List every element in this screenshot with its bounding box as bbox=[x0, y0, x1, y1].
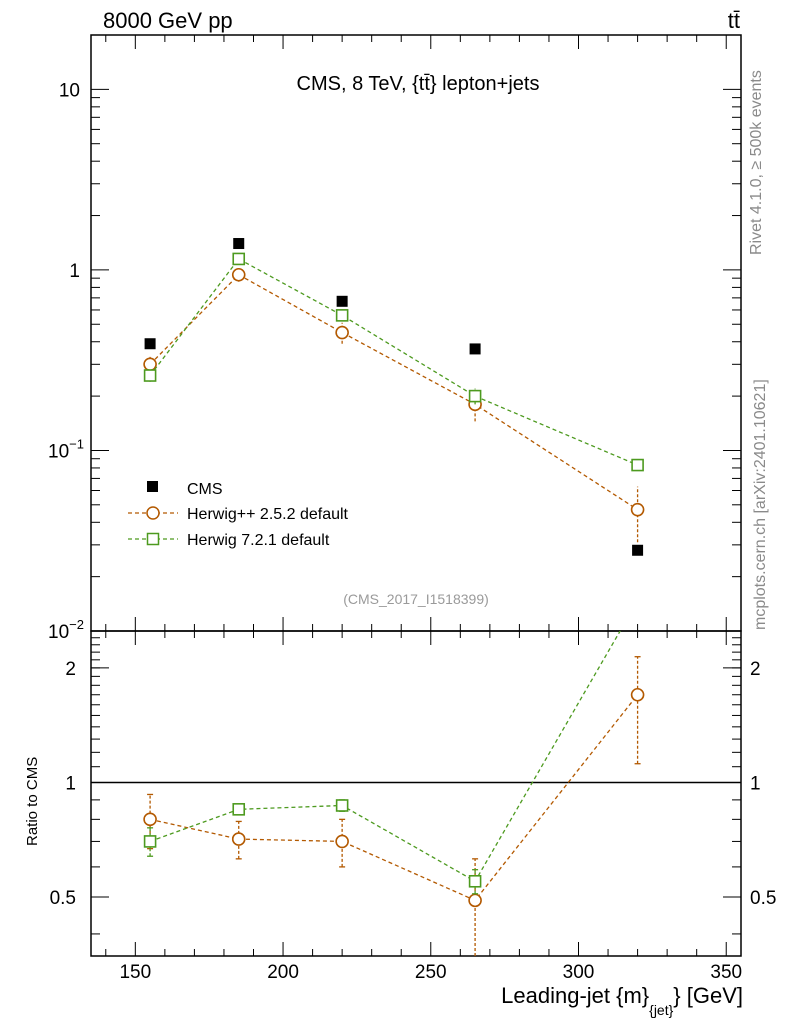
legend-label-herwig7: Herwig 7.2.1 default bbox=[187, 532, 330, 549]
ratio-point-herwigpp bbox=[468, 893, 482, 908]
ratio-point-herwigpp bbox=[335, 834, 349, 849]
series-line-herwig7 bbox=[149, 258, 638, 466]
data-point-herwigpp bbox=[335, 325, 349, 340]
collision-label: 8000 GeV pp bbox=[103, 8, 233, 33]
ratio-y-tick-label-right: 1 bbox=[750, 773, 761, 794]
y-tick-label: 10−2 bbox=[48, 617, 84, 643]
ratio-point-herwigpp bbox=[231, 832, 246, 846]
ratio-point-herwig7 bbox=[232, 803, 246, 816]
data-point-herwig7 bbox=[468, 389, 482, 403]
legend-marker-herwig7 bbox=[146, 532, 160, 546]
data-point-cms bbox=[336, 295, 348, 307]
data-point-herwigpp bbox=[231, 267, 246, 282]
x-tick-label: 150 bbox=[119, 962, 151, 983]
legend-label-cms: CMS bbox=[187, 481, 223, 498]
data-point-herwig7 bbox=[631, 458, 644, 472]
ratio-y-tick-label-right: 0.5 bbox=[750, 888, 776, 909]
ratio-y-tick-label: 0.5 bbox=[50, 888, 76, 909]
x-tick-label: 200 bbox=[267, 962, 299, 983]
ratio-point-herwig7 bbox=[335, 799, 349, 812]
analysis-id: (CMS_2017_I1518399) bbox=[343, 591, 489, 607]
data-point-herwig7 bbox=[143, 369, 157, 382]
mcplots-label: mcplots.cern.ch [arXiv:2401.10621] bbox=[752, 379, 769, 630]
rivet-version-label: Rivet 4.1.0, ≥ 500k events bbox=[748, 70, 765, 255]
ratio-line-herwigpp bbox=[149, 694, 639, 902]
ratio-point-herwig7 bbox=[143, 835, 157, 848]
chart-title: CMS, 8 TeV, {tt̄} lepton+jets bbox=[297, 73, 540, 95]
legend-label-herwigpp: Herwig++ 2.5.2 default bbox=[187, 506, 349, 523]
x-tick-label: 250 bbox=[415, 962, 447, 983]
ratio-point-herwig7 bbox=[468, 874, 482, 888]
x-tick-label: 350 bbox=[710, 962, 742, 983]
process-label: tt̄ bbox=[728, 8, 740, 33]
legend-marker-herwigpp bbox=[146, 506, 160, 520]
data-point-herwigpp bbox=[143, 357, 157, 372]
data-point-herwig7 bbox=[232, 252, 246, 266]
legend: CMS Herwig++ 2.5.2 default Herwig 7.2.1 … bbox=[128, 481, 349, 549]
ratio-y-tick-label: 1 bbox=[65, 773, 76, 794]
ratio-y-tick-label: 2 bbox=[65, 659, 76, 680]
x-axis-label: Leading-jet {m}{jet}} [GeV] bbox=[501, 983, 743, 1018]
data-point-herwigpp bbox=[630, 502, 645, 517]
data-point-herwig7 bbox=[335, 309, 349, 322]
data-point-cms bbox=[469, 343, 481, 355]
data-point-cms bbox=[233, 238, 245, 250]
y-tick-label: 1 bbox=[69, 261, 80, 282]
x-tick-label: 300 bbox=[563, 962, 595, 983]
ratio-panel-frame bbox=[90, 630, 742, 957]
series-line-herwigpp bbox=[149, 273, 638, 511]
legend-marker-cms bbox=[147, 481, 158, 492]
ratio-ylabel: Ratio to CMS bbox=[24, 757, 41, 846]
ratio-point-herwigpp bbox=[143, 812, 157, 827]
y-tick-label: 10 bbox=[59, 80, 80, 101]
data-point-cms bbox=[632, 544, 644, 556]
ratio-point-herwigpp bbox=[630, 687, 645, 702]
ratio-line-herwig7 bbox=[149, 631, 621, 883]
y-tick-label: 10−1 bbox=[48, 436, 84, 462]
ratio-y-tick-label-right: 2 bbox=[750, 659, 761, 680]
data-point-cms bbox=[144, 338, 156, 350]
